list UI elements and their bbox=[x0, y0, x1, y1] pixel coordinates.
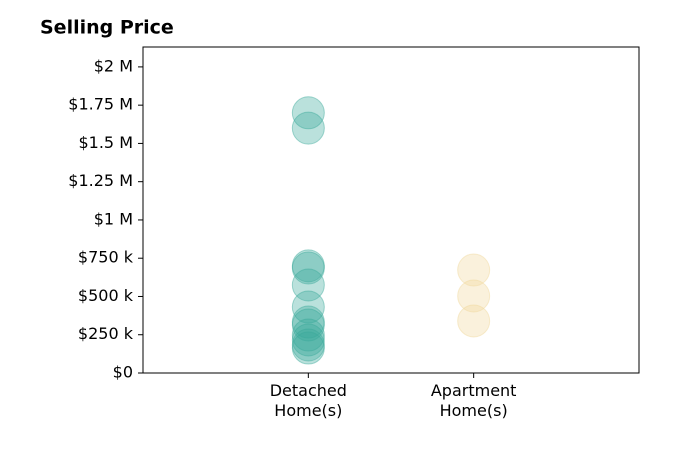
point bbox=[291, 331, 325, 365]
y-tick-label: $1.25 M bbox=[68, 171, 133, 190]
point bbox=[291, 305, 325, 339]
point bbox=[291, 323, 325, 357]
point bbox=[291, 111, 325, 145]
point bbox=[291, 308, 325, 342]
y-tick-label: $750 k bbox=[78, 248, 134, 267]
y-tick-label: $1.5 M bbox=[78, 133, 133, 152]
point bbox=[291, 251, 325, 285]
point bbox=[291, 268, 325, 302]
point bbox=[291, 249, 325, 283]
y-tick-label: $0 bbox=[113, 363, 133, 382]
chart-title: Selling Price bbox=[40, 17, 174, 39]
x-tick-label: Detached Home(s) bbox=[269, 381, 347, 420]
point bbox=[457, 279, 491, 313]
point bbox=[457, 304, 491, 338]
y-tick-label: $2 M bbox=[94, 56, 133, 75]
plot-frame bbox=[142, 46, 640, 374]
point bbox=[291, 290, 325, 324]
y-tick-label: $1.75 M bbox=[68, 95, 133, 114]
point bbox=[457, 253, 491, 287]
x-tick-label: Apartment Home(s) bbox=[430, 381, 517, 420]
y-tick-label: $1 M bbox=[94, 209, 133, 228]
y-tick-label: $500 k bbox=[78, 286, 134, 305]
point bbox=[291, 96, 325, 130]
y-tick-label: $250 k bbox=[78, 324, 134, 343]
point bbox=[291, 318, 325, 352]
point bbox=[291, 328, 325, 362]
